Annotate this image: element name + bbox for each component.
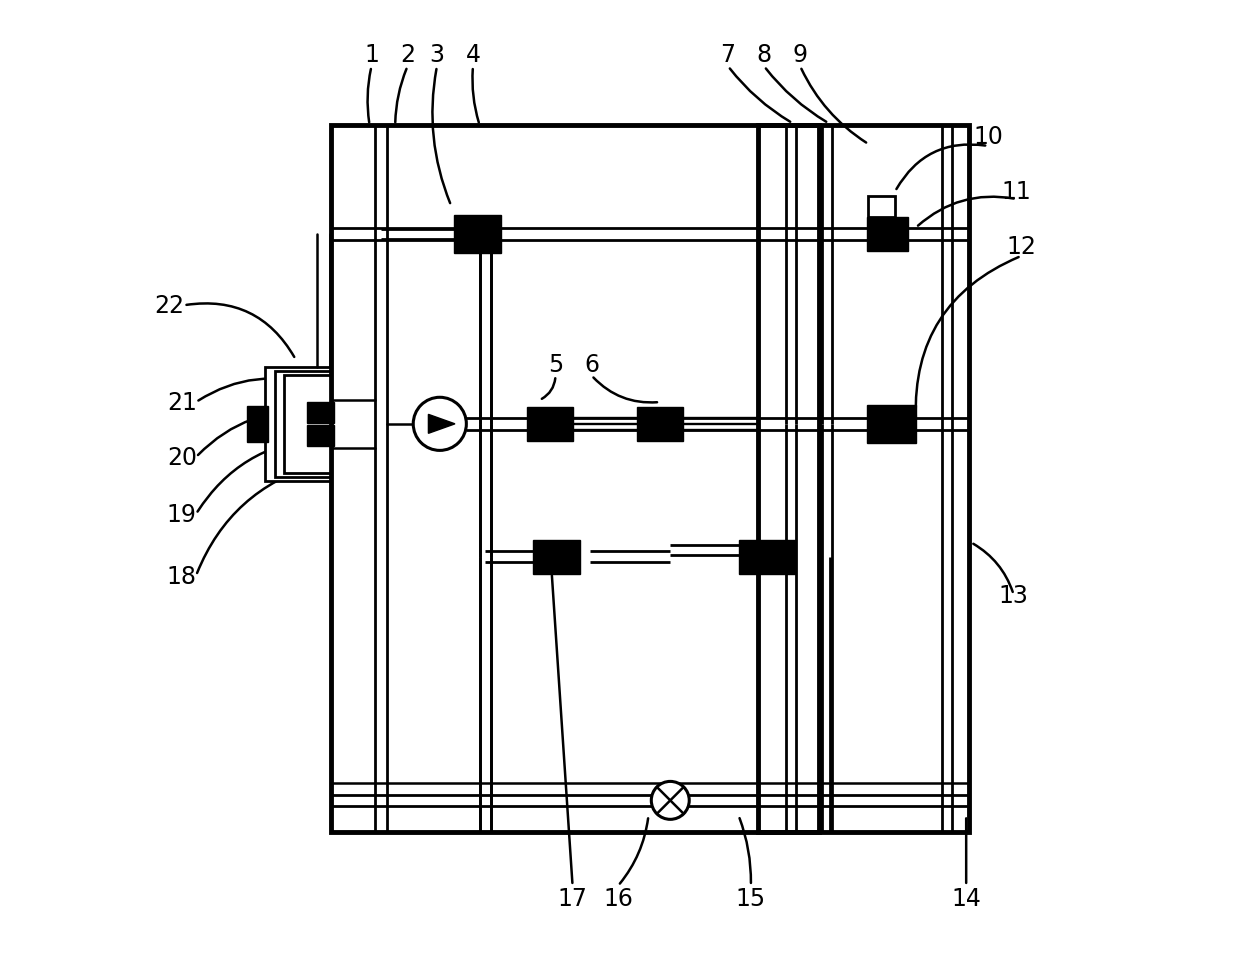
Text: 7: 7 [720, 43, 735, 67]
Circle shape [413, 397, 466, 451]
Bar [284, 375, 330, 474]
Text: 19: 19 [167, 502, 197, 526]
Bar [265, 368, 330, 481]
Bar [308, 425, 334, 446]
Text: 6: 6 [584, 353, 599, 376]
Text: 2: 2 [401, 43, 415, 67]
Bar [533, 540, 580, 574]
Text: 8: 8 [756, 43, 771, 67]
Circle shape [651, 781, 689, 820]
Text: 13: 13 [998, 583, 1028, 607]
Bar [527, 407, 573, 441]
Bar [275, 372, 330, 477]
Text: 1: 1 [365, 43, 379, 67]
Text: 10: 10 [973, 126, 1003, 150]
Text: 14: 14 [951, 886, 981, 910]
Text: 4: 4 [465, 43, 480, 67]
Text: 9: 9 [792, 43, 807, 67]
Bar [868, 197, 895, 218]
Text: 20: 20 [167, 446, 197, 470]
Bar [867, 218, 909, 252]
Bar [758, 126, 968, 832]
Bar [739, 540, 796, 574]
Text: 17: 17 [558, 886, 588, 910]
Text: 22: 22 [155, 294, 185, 318]
Bar [331, 126, 820, 832]
Bar [637, 407, 682, 441]
Bar [867, 406, 916, 443]
Polygon shape [428, 415, 455, 434]
Text: 15: 15 [735, 886, 766, 910]
Bar [247, 406, 268, 442]
Text: 5: 5 [548, 353, 563, 376]
Text: 21: 21 [167, 391, 197, 415]
Text: 3: 3 [429, 43, 444, 67]
Text: 16: 16 [603, 886, 634, 910]
Text: 11: 11 [1002, 180, 1032, 204]
Bar [454, 216, 501, 253]
Text: 12: 12 [1006, 235, 1037, 259]
Text: 18: 18 [167, 564, 197, 588]
Bar [308, 402, 334, 423]
